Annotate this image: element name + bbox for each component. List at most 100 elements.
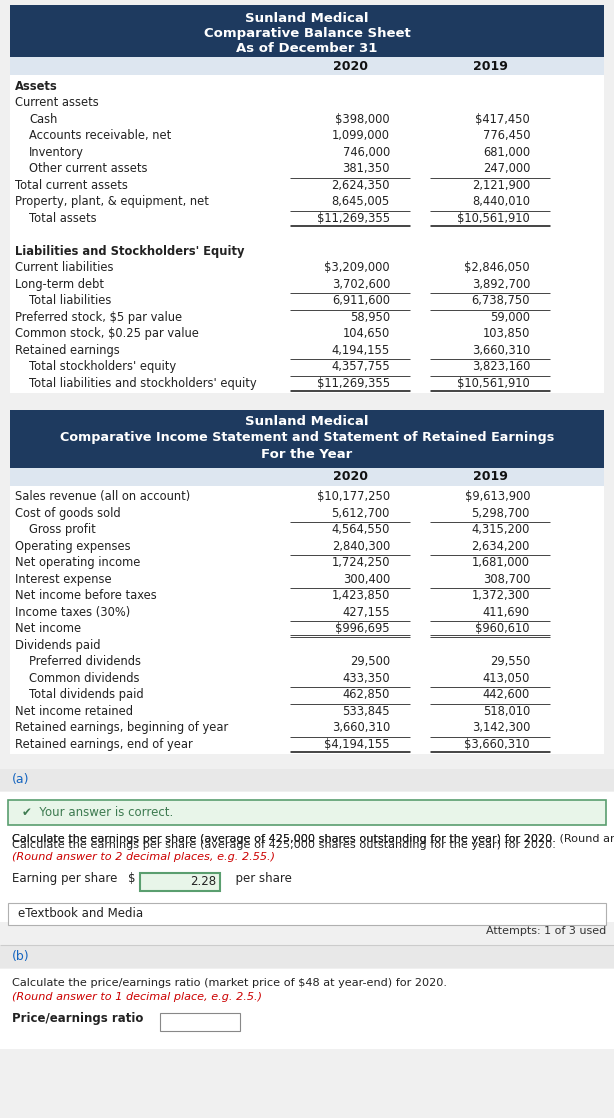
Text: 533,845: 533,845 xyxy=(343,704,390,718)
Text: 4,315,200: 4,315,200 xyxy=(472,523,530,537)
Text: $10,561,910: $10,561,910 xyxy=(457,377,530,390)
Text: Total dividends paid: Total dividends paid xyxy=(29,689,144,701)
Text: 8,440,010: 8,440,010 xyxy=(472,196,530,208)
Text: Total current assets: Total current assets xyxy=(15,179,128,192)
Text: $4,194,155: $4,194,155 xyxy=(324,738,390,751)
Text: Total assets: Total assets xyxy=(29,211,96,225)
Text: 776,450: 776,450 xyxy=(483,130,530,142)
Text: 1,099,000: 1,099,000 xyxy=(332,130,390,142)
Text: per share: per share xyxy=(228,872,292,885)
Bar xyxy=(10,467,604,485)
Text: 2,840,300: 2,840,300 xyxy=(332,540,390,552)
Text: Calculate the earnings per share (average of 425,000 shares outstanding for the : Calculate the earnings per share (averag… xyxy=(12,834,614,844)
Text: $3,660,310: $3,660,310 xyxy=(464,738,530,751)
Text: $996,695: $996,695 xyxy=(335,623,390,635)
Text: Operating expenses: Operating expenses xyxy=(15,540,131,552)
Text: Current assets: Current assets xyxy=(15,96,99,110)
Text: Total liabilities and stockholders' equity: Total liabilities and stockholders' equi… xyxy=(29,377,257,390)
Text: Retained earnings, end of year: Retained earnings, end of year xyxy=(15,738,193,751)
Text: Inventory: Inventory xyxy=(29,145,84,159)
Text: 2019: 2019 xyxy=(473,470,507,483)
Text: 427,155: 427,155 xyxy=(343,606,390,618)
Text: 4,564,550: 4,564,550 xyxy=(332,523,390,537)
Text: Cost of goods sold: Cost of goods sold xyxy=(15,506,120,520)
Text: $: $ xyxy=(128,872,136,885)
Text: 462,850: 462,850 xyxy=(343,689,390,701)
Text: Current liabilities: Current liabilities xyxy=(15,262,114,274)
Bar xyxy=(8,902,606,925)
Text: eTextbook and Media: eTextbook and Media xyxy=(18,907,143,920)
Text: Retained earnings, beginning of year: Retained earnings, beginning of year xyxy=(15,721,228,735)
Text: 3,660,310: 3,660,310 xyxy=(472,343,530,357)
Text: Long-term debt: Long-term debt xyxy=(15,277,104,291)
Text: 1,681,000: 1,681,000 xyxy=(472,557,530,569)
Text: 2020: 2020 xyxy=(333,470,368,483)
Text: $9,613,900: $9,613,900 xyxy=(465,491,530,503)
Text: 3,660,310: 3,660,310 xyxy=(332,721,390,735)
Bar xyxy=(160,1013,240,1031)
Text: Retained earnings: Retained earnings xyxy=(15,343,120,357)
Text: Net income: Net income xyxy=(15,623,81,635)
Text: ✔  Your answer is correct.: ✔ Your answer is correct. xyxy=(22,805,173,818)
Text: 1,372,300: 1,372,300 xyxy=(472,589,530,603)
Text: Cash: Cash xyxy=(29,113,57,125)
Text: 5,298,700: 5,298,700 xyxy=(472,506,530,520)
Text: Calculate the price/earnings ratio (market price of $48 at year-end) for 2020.: Calculate the price/earnings ratio (mark… xyxy=(12,978,451,988)
Text: Earning per share: Earning per share xyxy=(12,872,117,885)
Text: Comparative Balance Sheet: Comparative Balance Sheet xyxy=(204,27,410,39)
Text: As of December 31: As of December 31 xyxy=(236,41,378,55)
Text: 2,624,350: 2,624,350 xyxy=(332,179,390,192)
Bar xyxy=(0,968,614,1049)
Text: $398,000: $398,000 xyxy=(335,113,390,125)
Text: 518,010: 518,010 xyxy=(483,704,530,718)
Text: 29,550: 29,550 xyxy=(490,655,530,669)
Bar xyxy=(0,768,614,790)
Text: $960,610: $960,610 xyxy=(475,623,530,635)
Bar xyxy=(8,799,606,824)
Text: Preferred stock, $5 par value: Preferred stock, $5 par value xyxy=(15,311,182,324)
Text: $2,846,050: $2,846,050 xyxy=(464,262,530,274)
Text: 8,645,005: 8,645,005 xyxy=(332,196,390,208)
Text: Sales revenue (all on account): Sales revenue (all on account) xyxy=(15,491,190,503)
Text: Preferred dividends: Preferred dividends xyxy=(29,655,141,669)
Text: (Round answer to 2 decimal places, e.g. 2.55.): (Round answer to 2 decimal places, e.g. … xyxy=(12,853,275,862)
Text: 411,690: 411,690 xyxy=(483,606,530,618)
Text: 4,194,155: 4,194,155 xyxy=(332,343,390,357)
Text: Total liabilities: Total liabilities xyxy=(29,294,111,307)
Text: 3,892,700: 3,892,700 xyxy=(472,277,530,291)
Text: Net operating income: Net operating income xyxy=(15,557,141,569)
Text: 1,724,250: 1,724,250 xyxy=(332,557,390,569)
Text: Total stockholders' equity: Total stockholders' equity xyxy=(29,360,176,373)
Text: 5,612,700: 5,612,700 xyxy=(332,506,390,520)
Text: $11,269,355: $11,269,355 xyxy=(317,377,390,390)
Text: Calculate the earnings per share (average of 425,000 shares outstanding for the : Calculate the earnings per share (averag… xyxy=(12,834,559,844)
Text: $417,450: $417,450 xyxy=(475,113,530,125)
Text: 746,000: 746,000 xyxy=(343,145,390,159)
Text: (a): (a) xyxy=(12,773,29,786)
Text: Net income retained: Net income retained xyxy=(15,704,133,718)
Bar xyxy=(10,57,604,75)
Text: 413,050: 413,050 xyxy=(483,672,530,684)
Text: Common stock, $0.25 par value: Common stock, $0.25 par value xyxy=(15,328,199,340)
Text: 6,738,750: 6,738,750 xyxy=(472,294,530,307)
Text: 3,702,600: 3,702,600 xyxy=(332,277,390,291)
Text: Property, plant, & equipment, net: Property, plant, & equipment, net xyxy=(15,196,209,208)
Text: 2,634,200: 2,634,200 xyxy=(472,540,530,552)
Text: Gross profit: Gross profit xyxy=(29,523,96,537)
Text: Assets: Assets xyxy=(15,79,58,93)
Text: $10,177,250: $10,177,250 xyxy=(317,491,390,503)
Text: Dividends paid: Dividends paid xyxy=(15,638,101,652)
Text: 2.28: 2.28 xyxy=(190,875,216,888)
Bar xyxy=(10,485,604,754)
Text: 247,000: 247,000 xyxy=(483,162,530,176)
Text: Comparative Income Statement and Statement of Retained Earnings: Comparative Income Statement and Stateme… xyxy=(60,432,554,444)
Text: 442,600: 442,600 xyxy=(483,689,530,701)
Text: Calculate the earnings per share (average of 425,000 shares outstanding for the : Calculate the earnings per share (averag… xyxy=(12,840,559,850)
Bar xyxy=(0,792,614,921)
Text: $10,561,910: $10,561,910 xyxy=(457,211,530,225)
Text: 3,823,160: 3,823,160 xyxy=(472,360,530,373)
Text: 59,000: 59,000 xyxy=(490,311,530,324)
Bar xyxy=(10,4,604,57)
Text: 2,121,900: 2,121,900 xyxy=(472,179,530,192)
Text: Income taxes (30%): Income taxes (30%) xyxy=(15,606,130,618)
